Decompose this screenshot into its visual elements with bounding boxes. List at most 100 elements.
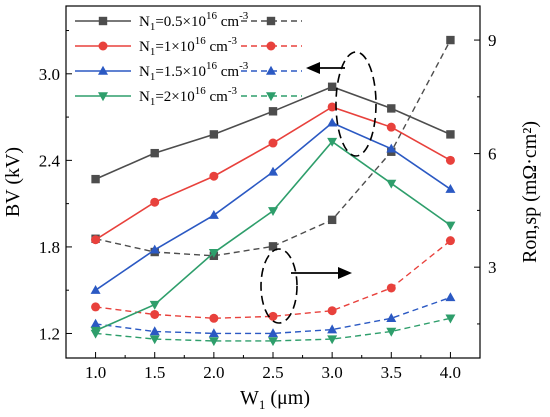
legend-swatch-marker <box>98 16 108 26</box>
legend-label-value: =2×10 <box>155 89 194 105</box>
legend-dashed-marker <box>266 65 276 75</box>
x-tick-label: 2.0 <box>203 363 224 382</box>
legend-label: N1=2×1016 cm-3 <box>139 85 238 108</box>
bv-point <box>386 143 397 153</box>
legend-item-1: N1=0.5×1016 cm-3 <box>75 10 249 33</box>
legend-label-unit: cm <box>217 14 239 30</box>
ron-point <box>149 335 160 345</box>
bv-point <box>91 174 100 184</box>
bv-point <box>327 137 338 147</box>
bv-point <box>386 122 396 132</box>
legend-swatch-marker <box>98 92 108 102</box>
legend-item-3: N1=1.5×1016 cm-3 <box>75 60 249 83</box>
ron-point <box>268 242 278 251</box>
bv-point <box>268 207 278 217</box>
legend-label-n: N <box>139 64 150 80</box>
bv-point <box>90 284 101 294</box>
legend-dashed-marker <box>266 16 276 26</box>
bv-point <box>327 102 337 112</box>
left-axis-arrow-head <box>306 62 320 74</box>
ron-point <box>149 326 160 336</box>
bv-point <box>268 166 278 176</box>
legend-label-unit-exponent: -3 <box>239 10 249 22</box>
legend-ron-style-sample <box>241 16 302 102</box>
legend-label-sub: 1 <box>150 21 156 33</box>
legend-label-unit-exponent: -3 <box>228 85 238 97</box>
legend-dashed-marker <box>266 92 276 102</box>
legend-label-sub: 1 <box>150 96 156 108</box>
ron-point <box>90 318 101 328</box>
x-axis-title-sub: 1 <box>259 397 266 412</box>
x-axis-title: W1 (μm) <box>240 387 310 412</box>
ron-group-ellipse <box>260 248 298 324</box>
ron-point <box>150 309 160 319</box>
y-left-tick-label: 1.2 <box>39 324 60 343</box>
legend-label-value: =0.5×10 <box>155 14 206 30</box>
legend-label-exponent: 16 <box>195 35 207 47</box>
legend-label: N1=0.5×1016 cm-3 <box>139 10 249 33</box>
legend-label: N1=1×1016 cm-3 <box>139 35 238 58</box>
x-tick-label: 3.0 <box>322 363 343 382</box>
bv-group-ellipse <box>335 51 377 157</box>
legend-label-unit-exponent: -3 <box>228 35 238 47</box>
legend-swatch-marker <box>98 65 108 75</box>
legend-label-n: N <box>139 89 150 105</box>
bv-point <box>445 155 455 165</box>
ron-point <box>268 337 278 347</box>
ron-point <box>90 329 101 339</box>
x-tick-label: 2.5 <box>262 363 283 382</box>
ron-point <box>327 335 338 345</box>
legend-label-value: =1×10 <box>155 39 194 55</box>
x-axis-title-unit: (μm) <box>265 387 310 409</box>
legend: N1=0.5×1016 cm-3N1=1×1016 cm-3N1=1.5×101… <box>75 10 302 108</box>
legend-label-unit: cm <box>206 89 228 105</box>
legend-label-n: N <box>139 39 150 55</box>
x-tick-label: 4.0 <box>440 363 461 382</box>
bv-point <box>445 184 456 193</box>
ron-point <box>327 306 337 316</box>
legend-item-4: N1=2×1016 cm-3 <box>75 85 238 108</box>
y-right-axis-title: Ron,sp (mΩ·cm²) <box>519 121 541 263</box>
bv-point <box>327 82 337 91</box>
bv-point <box>209 130 219 139</box>
legend-label-sub: 1 <box>150 71 156 83</box>
series-3 <box>90 117 456 338</box>
ron-point <box>445 236 455 246</box>
legend-label-unit: cm <box>217 64 239 80</box>
y-left-tick-label: 1.8 <box>39 238 60 257</box>
bv-point <box>149 244 160 254</box>
ron-point <box>445 314 456 324</box>
ron-point <box>208 328 219 338</box>
ron-point <box>208 337 219 347</box>
bv-point <box>268 138 278 148</box>
y-right-tick-label: 6 <box>488 145 497 164</box>
y-right-tick-label: 3 <box>488 258 497 277</box>
bv-point <box>150 197 160 207</box>
x-axis-title-main: W <box>240 387 259 409</box>
legend-label: N1=1.5×1016 cm-3 <box>139 60 249 83</box>
bv-point <box>209 171 219 181</box>
legend-label-unit: cm <box>206 39 228 55</box>
y-left-axis-title: BV (kV) <box>2 147 24 217</box>
x-tick-label: 3.5 <box>381 363 402 382</box>
ron-point <box>386 313 397 322</box>
ron-point <box>445 292 456 302</box>
series-layer <box>90 35 456 347</box>
x-tick-label: 1.0 <box>85 363 106 382</box>
bv-point <box>208 248 219 258</box>
plot-frame-layer <box>65 5 481 359</box>
y-left-tick-label: 2.4 <box>39 151 61 170</box>
ron-point <box>386 327 397 337</box>
legend-item-2: N1=1×1016 cm-3 <box>75 35 238 58</box>
series-4 <box>90 137 456 347</box>
bv-point <box>387 104 396 113</box>
right-axis-arrow-head <box>338 267 352 279</box>
ron-point <box>268 311 278 321</box>
bv-point <box>386 179 397 189</box>
legend-label-exponent: 16 <box>206 60 218 72</box>
bv-point <box>445 221 456 231</box>
ron-point <box>446 35 455 45</box>
bv-point <box>268 107 278 116</box>
